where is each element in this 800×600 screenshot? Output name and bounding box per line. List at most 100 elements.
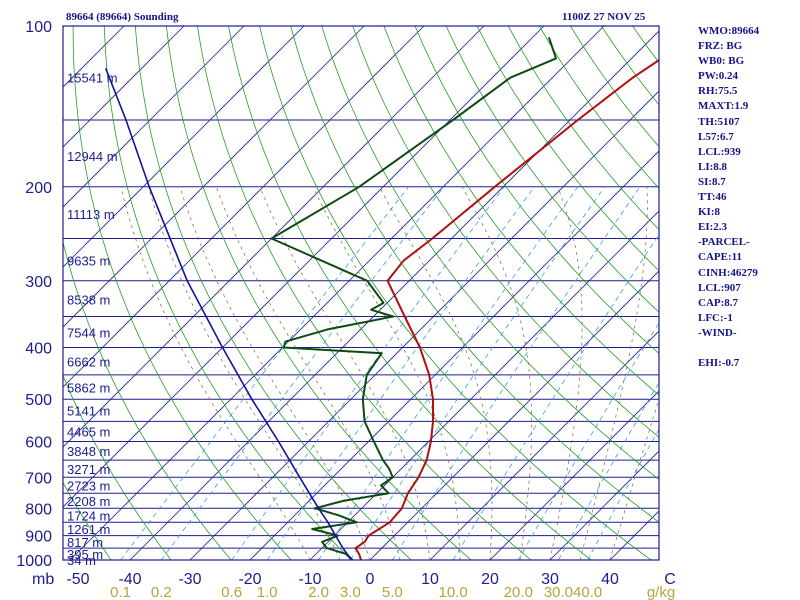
height-label: 34 m xyxy=(67,553,96,568)
isotherm-line xyxy=(63,26,425,388)
mixing-ratio-tick-label: 0.1 xyxy=(110,584,131,600)
index-entry: KI:8 xyxy=(698,206,720,219)
isotherm-line xyxy=(309,210,659,560)
dry-adiabat-line xyxy=(166,26,472,560)
pressure-tick-label: 400 xyxy=(25,341,52,358)
temperature-tick-label: C xyxy=(664,571,676,588)
sounding-traces xyxy=(104,36,659,560)
isotherm-line xyxy=(429,330,659,560)
index-entry: MAXT:1.9 xyxy=(698,100,749,113)
index-entry: RH:75.5 xyxy=(698,85,738,98)
isotherm-line xyxy=(63,26,305,268)
mixing-ratio-tick-label: 2.0 xyxy=(308,584,329,600)
height-label: 8538 m xyxy=(67,292,110,307)
isotherm-line xyxy=(489,390,659,560)
height-label: 5141 m xyxy=(67,404,110,419)
mixing-ratio-line xyxy=(318,186,579,560)
mixing-ratio-tick-label: 1.0 xyxy=(257,584,278,600)
temperature-tick-label: 20 xyxy=(481,571,499,588)
dry-adiabat-line xyxy=(197,26,532,560)
isotherm-line xyxy=(249,150,659,560)
height-label: 11113 m xyxy=(67,207,115,222)
height-label: 2208 m xyxy=(67,494,110,509)
temperature-trace xyxy=(354,58,659,560)
mixing-ratio-line xyxy=(587,428,659,560)
stability-indices-panel: WMO:89664 FRZ: BG WB0: BG PW:0.24 RH:75.5 MAX… xyxy=(698,24,759,371)
temperature-tick-label: -10 xyxy=(298,571,321,588)
mixing-ratio-line xyxy=(266,186,535,560)
index-entry: WMO:89664 xyxy=(698,25,760,37)
pressure-tick-label: 600 xyxy=(25,435,52,452)
moist-adiabat-line xyxy=(549,186,583,560)
height-label: 4465 m xyxy=(67,425,110,440)
isotherm-line xyxy=(549,450,659,560)
height-label: 1724 m xyxy=(67,508,110,523)
moist-adiabat-line xyxy=(120,186,311,560)
dry-adiabat-line xyxy=(63,374,172,560)
height-label: 12944 m xyxy=(67,149,118,164)
index-entry: TH:5107 xyxy=(698,115,740,128)
dry-adiabat-line xyxy=(383,26,659,396)
index-entry: L57:6.7 xyxy=(698,130,734,143)
station-title: 89664 (89664) Sounding xyxy=(66,11,179,23)
dry-adiabat-line xyxy=(103,26,352,560)
index-entry: LCL:907 xyxy=(698,281,741,294)
mixing-ratio-tick-label: 5.0 xyxy=(382,584,403,600)
mixing-ratio-tick-label: 20.0 xyxy=(504,584,533,600)
pressure-tick-label: 500 xyxy=(25,392,52,409)
pressure-tick-label: 100 xyxy=(25,19,52,36)
dry-adiabat-line xyxy=(228,26,592,560)
isotherm-line xyxy=(369,270,659,560)
pressure-tick-label: 800 xyxy=(25,501,52,518)
height-label: 3848 m xyxy=(67,444,110,459)
dry-adiabat-line xyxy=(290,26,659,523)
moist-adiabat-line xyxy=(312,186,461,560)
mixing-ratio-tick-label: 40.0 xyxy=(573,584,602,600)
mixing-ratio-tick-label: 0.6 xyxy=(221,584,242,600)
height-label: 3271 m xyxy=(67,462,110,477)
mixing-ratio-line xyxy=(558,381,659,560)
mixing-ratio-unit-label: g/kg xyxy=(647,584,675,600)
height-label: 5862 m xyxy=(67,380,110,395)
moist-adiabat-line xyxy=(259,186,431,560)
mixing-ratio-tick-label: 10.0 xyxy=(439,584,468,600)
dry-adiabat-line xyxy=(63,481,112,560)
pressure-tick-label: 300 xyxy=(25,274,52,291)
isotherm-line xyxy=(63,26,245,208)
index-entry: SI:8.7 xyxy=(698,175,726,188)
dry-adiabat-line xyxy=(72,26,292,560)
mixing-ratio-tick-label: 0.2 xyxy=(151,584,172,600)
height-label: 7544 m xyxy=(67,326,110,341)
pressure-tick-label: 700 xyxy=(25,470,52,487)
moist-adiabat-line xyxy=(461,186,532,560)
height-label: 15541 m xyxy=(67,71,118,86)
height-label: 9635 m xyxy=(67,254,110,269)
temperature-tick-label: 40 xyxy=(601,571,619,588)
mixing-ratio-line xyxy=(349,186,606,560)
dry-adiabat-line xyxy=(321,26,659,481)
temperature-tick-label: -40 xyxy=(118,571,141,588)
index-entry: EI:2.3 xyxy=(698,221,728,234)
index-entry: TT:46 xyxy=(698,191,727,204)
height-label: 395 m xyxy=(67,547,103,562)
temperature-tick-label: 30 xyxy=(541,571,559,588)
mixing-ratio-tick-label: 30.0 xyxy=(544,584,573,600)
dry-adiabat-line xyxy=(445,26,659,313)
index-entry: WB0: BG xyxy=(698,55,745,68)
isotherm-line xyxy=(129,30,659,560)
index-entry xyxy=(698,341,759,356)
pressure-tick-label: 200 xyxy=(25,180,52,197)
index-entry: CINH:46279 xyxy=(698,266,758,279)
isotherm-line xyxy=(0,26,4,560)
temperature-tick-label: -30 xyxy=(178,571,201,588)
index-entry: PW:0.24 xyxy=(698,70,739,83)
isotherm-line xyxy=(63,26,545,508)
dry-adiabat-line xyxy=(259,26,652,560)
background-grid xyxy=(0,26,659,560)
moist-adiabat-line xyxy=(579,186,648,560)
height-label: 817 m xyxy=(67,535,103,550)
temperature-tick-label: 10 xyxy=(421,571,439,588)
mixing-ratio-line xyxy=(120,186,410,560)
mixing-ratio-line xyxy=(231,186,505,560)
